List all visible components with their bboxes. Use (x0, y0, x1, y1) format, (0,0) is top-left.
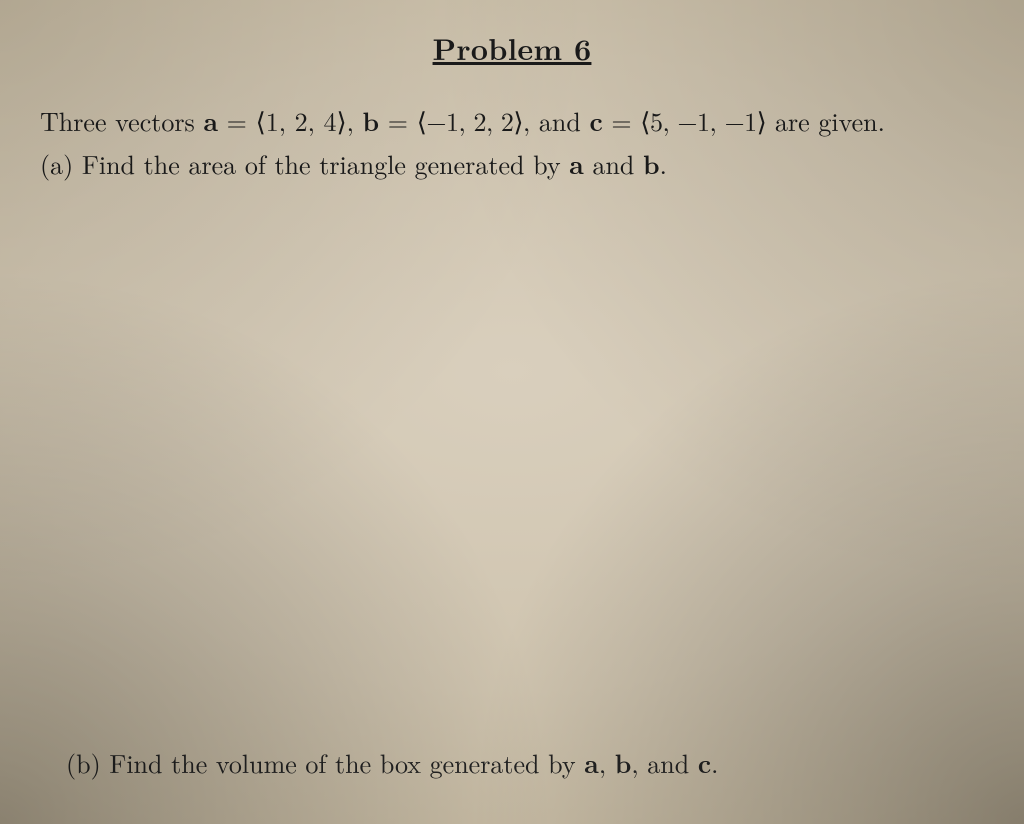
part-b-text: Find the volume of the box generated by (109, 744, 584, 781)
vector-b-name: b (363, 102, 380, 139)
comma-2: , (523, 102, 539, 139)
and-word: and (539, 102, 590, 139)
part-a-text: Find the area of the triangle generated … (82, 145, 569, 182)
vector-c-tuple: ⟨5, −1, −1⟩ (640, 102, 766, 139)
part-a-and: and (584, 145, 643, 182)
part-b-sep2: , and (631, 744, 697, 781)
part-b-vec-a: a (584, 744, 599, 781)
eq-1: = (218, 102, 256, 139)
part-a-after: . (660, 145, 667, 182)
part-a-label: (a) (40, 145, 82, 182)
part-b-vec-b: b (615, 744, 632, 781)
part-a-vec-b: b (643, 145, 660, 182)
intro-prefix: Three vectors (40, 102, 203, 139)
vector-a-tuple: ⟨1, 2, 4⟩ (256, 102, 347, 139)
part-b-vec-c: c (698, 744, 711, 781)
problem-statement: Three vectors a = ⟨1, 2, 4⟩, b = ⟨−1, 2,… (40, 103, 984, 138)
eq-3: = (603, 102, 641, 139)
part-b-sep1: , (599, 744, 615, 781)
vector-a-name: a (203, 102, 218, 139)
part-a-vec-a: a (569, 145, 584, 182)
problem-title: Problem 6 (40, 26, 984, 69)
intro-suffix: are given. (766, 102, 885, 139)
part-a: (a) Find the area of the triangle genera… (40, 146, 984, 181)
comma-1: , (347, 102, 363, 139)
vector-b-tuple: ⟨−1, 2, 2⟩ (417, 102, 523, 139)
part-b-after: . (711, 744, 718, 781)
part-b: (b) Find the volume of the box generated… (66, 745, 718, 780)
eq-2: = (379, 102, 417, 139)
vector-c-name: c (589, 102, 602, 139)
problem-page: Problem 6 Three vectors a = ⟨1, 2, 4⟩, b… (0, 0, 1024, 824)
part-b-label: (b) (66, 744, 109, 781)
